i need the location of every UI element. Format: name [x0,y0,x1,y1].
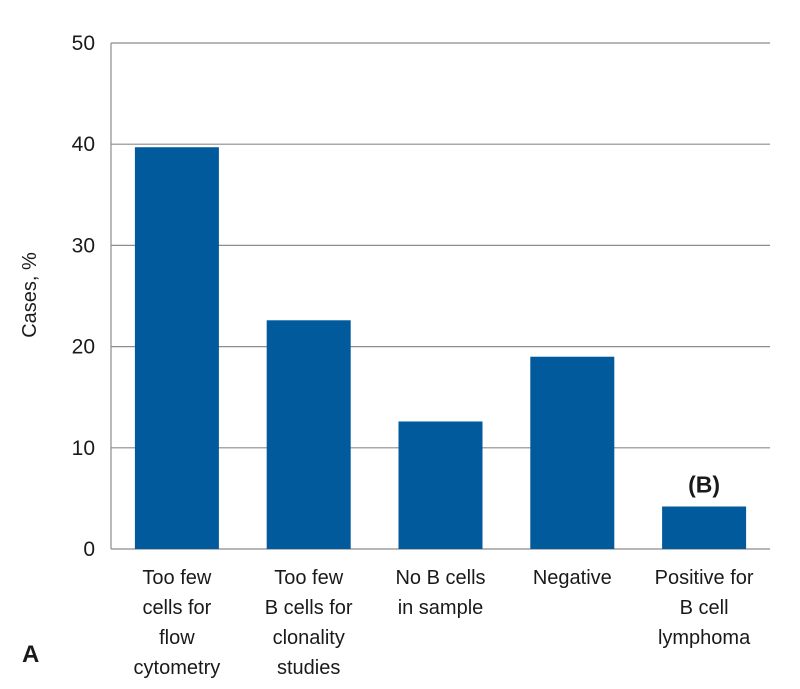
y-tick-label: 50 [72,32,95,55]
category-label: No B cells in sample [395,567,485,619]
y-tick-label: 0 [83,538,95,561]
category-label: Too few cells for flow cytometry [134,567,221,679]
bar [530,356,615,549]
gridlines [110,42,770,550]
x-category-labels: Too few cells for flow cytometry Too few B ce… [134,567,754,679]
y-tick-label: 40 [72,133,95,156]
y-tick-label: 10 [72,437,95,460]
panel-label: A [22,641,39,668]
category-label: Too few B cells for clonality studies [265,567,353,679]
y-tick-labels: 0 10 20 30 40 50 [72,32,95,561]
y-axis-title: Cases, % [19,252,41,338]
category-label: Positive for B cell lymphoma [655,567,754,649]
bar [662,506,747,549]
y-tick-label: 30 [72,234,95,257]
bar-annotation: (B) [688,471,720,497]
bar [134,147,219,549]
bar [398,421,483,549]
category-label: Negative [533,567,612,589]
bars [134,147,747,549]
annotations: (B) [688,471,720,497]
y-tick-label: 20 [72,336,95,359]
bar [266,320,351,549]
